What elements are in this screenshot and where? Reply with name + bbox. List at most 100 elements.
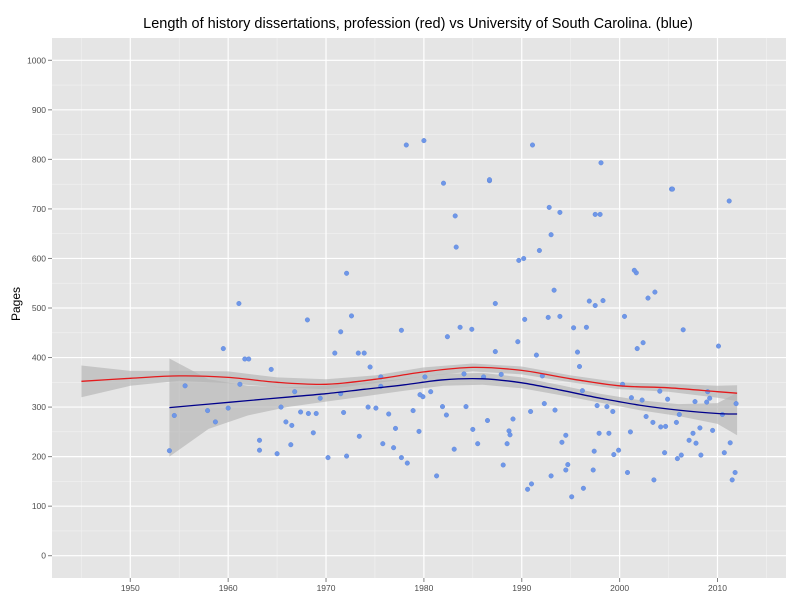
data-point (487, 177, 493, 183)
data-point (548, 232, 554, 238)
data-point (441, 180, 447, 186)
data-point (444, 334, 450, 340)
data-point (443, 412, 449, 418)
data-point (596, 430, 602, 436)
data-point (246, 356, 252, 362)
data-point (349, 313, 355, 319)
data-point (332, 350, 338, 356)
data-point (404, 460, 410, 466)
y-tick-label: 500 (32, 303, 46, 313)
smooth-line-1 (169, 377, 738, 415)
data-point (606, 430, 612, 436)
data-point (586, 298, 592, 304)
x-tick-label: 1980 (414, 583, 433, 593)
y-tick-label: 800 (32, 154, 46, 164)
data-point (453, 244, 459, 250)
data-point (729, 477, 735, 483)
data-point (421, 138, 427, 144)
data-point (492, 301, 498, 307)
data-point (457, 324, 463, 330)
data-point (640, 340, 646, 346)
data-point (507, 432, 513, 438)
data-point (498, 371, 504, 377)
y-tick-label: 200 (32, 452, 46, 462)
data-point (710, 427, 716, 433)
data-point (469, 326, 475, 332)
data-point (237, 381, 243, 387)
x-tick-label: 2010 (708, 583, 727, 593)
smooth-line-0 (81, 366, 738, 394)
data-point (551, 287, 557, 293)
data-point (365, 404, 371, 410)
data-point (274, 451, 280, 457)
x-tick-label: 1990 (512, 583, 531, 593)
data-point (727, 440, 733, 446)
data-point (545, 314, 551, 320)
data-point (597, 211, 603, 217)
x-tick-label: 1970 (317, 583, 336, 593)
data-point (380, 441, 386, 447)
plot-panel: 1950 1960 1970 1980 1990 2000 2010 0 100 200 300 40… (27, 38, 786, 593)
data-point (212, 419, 218, 425)
data-point (257, 437, 263, 443)
data-point (422, 374, 428, 380)
data-point (292, 389, 298, 395)
data-point (475, 441, 481, 447)
data-point (529, 481, 535, 487)
data-point (386, 411, 392, 417)
data-point (733, 401, 739, 407)
x-tick-label: 1950 (121, 583, 140, 593)
data-point (171, 413, 177, 419)
data-point (393, 425, 399, 431)
data-point (257, 447, 263, 453)
data-point (670, 186, 676, 192)
data-point (563, 432, 569, 438)
data-point (417, 392, 423, 398)
data-point (416, 428, 422, 434)
data-point (536, 247, 542, 253)
data-point (594, 403, 600, 409)
data-point (398, 327, 404, 333)
data-point (317, 395, 323, 401)
data-point (557, 313, 563, 319)
y-tick-label: 900 (32, 105, 46, 115)
data-point (557, 209, 563, 215)
data-point (639, 397, 645, 403)
data-point (692, 399, 698, 405)
data-point (590, 467, 596, 473)
data-point (373, 405, 379, 411)
data-point (673, 419, 679, 425)
data-point (552, 407, 558, 413)
data-point (500, 462, 506, 468)
data-point (510, 416, 516, 422)
data-point (470, 426, 476, 432)
data-point (367, 364, 373, 370)
data-point (504, 441, 510, 447)
data-point (403, 142, 409, 148)
data-point (530, 142, 536, 148)
data-point (205, 408, 211, 414)
y-tick-label: 300 (32, 402, 46, 412)
data-point (592, 303, 598, 309)
data-point (610, 409, 616, 415)
data-point (341, 410, 347, 416)
data-point (719, 412, 725, 418)
data-point (674, 456, 680, 462)
data-point (521, 256, 527, 262)
data-point (533, 352, 539, 358)
data-point (528, 409, 534, 415)
data-point (721, 450, 727, 456)
data-point (697, 425, 703, 431)
data-point (236, 301, 242, 307)
data-point (463, 404, 469, 410)
data-point (627, 429, 633, 435)
data-point (268, 366, 274, 372)
data-point (652, 289, 658, 295)
data-point (571, 325, 577, 331)
data-point (522, 316, 528, 322)
y-tick-label: 100 (32, 501, 46, 511)
data-point (631, 267, 637, 273)
data-point (452, 213, 458, 219)
data-point (461, 371, 467, 377)
data-point (580, 485, 586, 491)
